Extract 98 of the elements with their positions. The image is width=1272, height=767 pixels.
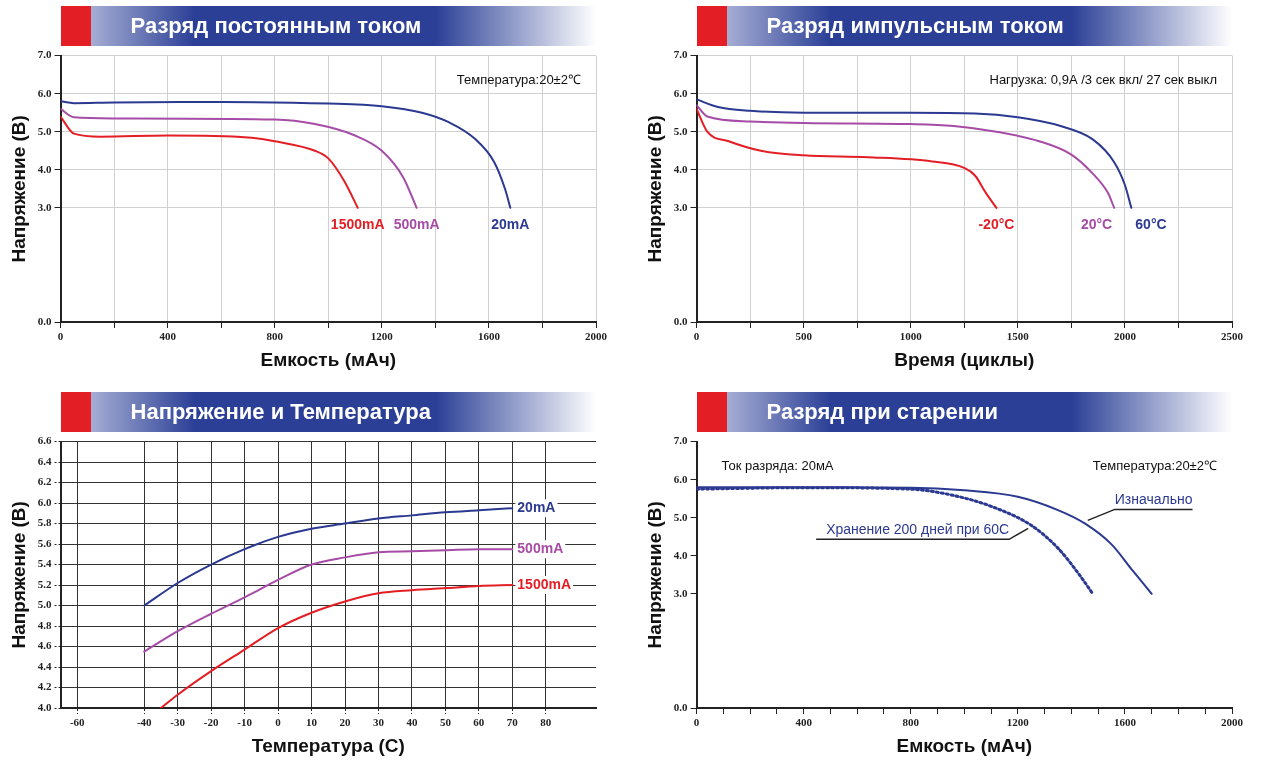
y-tick-label: 4.4: [37, 659, 53, 672]
x-tick-label: 400: [795, 716, 813, 729]
line-series: [143, 548, 514, 653]
y-tick-label: 4.8: [37, 618, 53, 631]
x-tick-label: -20: [203, 716, 219, 729]
y-tick-label: 4.0: [37, 162, 53, 175]
y-tick-label: 7.0: [673, 434, 689, 447]
line-series: [60, 107, 418, 209]
x-tick-label: 800: [902, 716, 920, 729]
y-tick-label: 5.0: [37, 598, 53, 611]
y-tick-label: 4.2: [37, 680, 53, 693]
series-label: 500mA: [393, 215, 440, 232]
x-tick-label: 500: [795, 330, 813, 343]
x-tick-label: 0: [693, 716, 700, 729]
x-tick-label: 0: [275, 716, 282, 729]
y-tick-label: 5.2: [37, 577, 53, 590]
x-tick-label: -60: [69, 716, 86, 729]
x-tick-label: 2500: [1221, 330, 1244, 343]
y-axis-title: Напряжение (В): [7, 115, 29, 263]
series-label: 20°C: [1080, 215, 1113, 232]
annotation: Ток разряда: 20мА: [721, 458, 834, 474]
y-tick-label: 5.8: [37, 516, 53, 529]
x-tick-label: 10: [306, 716, 318, 729]
x-axis-title: Емкость (мАч): [896, 734, 1033, 756]
x-tick-label: 0: [57, 330, 64, 343]
y-tick-label: 6.0: [37, 86, 53, 99]
x-tick-label: 0: [693, 330, 700, 343]
y-tick-label: 3.0: [37, 200, 53, 213]
line-series: [60, 115, 359, 209]
chart-title: Разряд постоянным током: [130, 13, 422, 39]
x-tick-label: 1600: [477, 330, 501, 343]
y-tick-label: 5.0: [673, 510, 689, 523]
series-label: -20°C: [978, 215, 1015, 232]
x-tick-label: 2000: [585, 330, 608, 343]
line-series: [60, 100, 512, 209]
y-tick-label: 0.0: [37, 314, 53, 327]
y-axis-title: Напряжение (В): [7, 501, 29, 649]
x-axis-title: Емкость (мАч): [260, 348, 397, 370]
x-tick-label: 400: [159, 330, 177, 343]
y-tick-label: 5.0: [37, 124, 53, 137]
y-tick-label: 6.0: [37, 495, 53, 508]
y-tick-label: 3.0: [673, 586, 689, 599]
x-tick-label: 1600: [1113, 716, 1137, 729]
y-tick-label: 5.0: [673, 124, 689, 137]
y-tick-label: 5.4: [37, 557, 53, 570]
x-tick-label: -10: [237, 716, 253, 729]
x-tick-label: -40: [136, 716, 153, 729]
y-tick-label: 5.6: [37, 536, 53, 549]
x-tick-label: 1200: [370, 330, 394, 343]
line-series: [696, 107, 998, 209]
y-tick-label: 4.0: [673, 548, 689, 561]
series-label: Хранение 200 дней при 60С: [826, 521, 1010, 538]
annotation: Температура:20±2℃: [456, 72, 581, 88]
x-axis-title: Температура (C): [251, 734, 405, 756]
line-series: [143, 507, 514, 607]
x-tick-label: 1200: [1006, 716, 1030, 729]
series-label: 1500mA: [330, 215, 385, 232]
y-axis-title: Напряжение (В): [643, 115, 665, 263]
y-axis-title: Напряжение (В): [643, 501, 665, 649]
y-tick-label: 7.0: [673, 48, 689, 61]
y-tick-label: 6.0: [673, 472, 689, 485]
text: Изначально: [1114, 491, 1193, 508]
x-tick-label: 1500: [1006, 330, 1030, 343]
annotation: Нагрузка: 0,9А /3 сек вкл/ 27 сек выкл: [989, 72, 1217, 88]
y-tick-label: 0.0: [673, 700, 689, 713]
y-tick-label: 4.6: [37, 639, 53, 652]
y-tick-label: 4.0: [673, 162, 689, 175]
y-tick-label: 6.2: [37, 475, 53, 488]
y-tick-label: 6.4: [37, 454, 53, 467]
x-tick-label: 20: [339, 716, 352, 729]
y-tick-label: 4.0: [37, 700, 53, 713]
x-tick-label: -30: [170, 716, 186, 729]
chart-title: Напряжение и Температура: [130, 399, 431, 425]
y-tick-label: 7.0: [37, 48, 53, 61]
y-tick-label: 6.0: [673, 86, 689, 99]
chart-title: Разряд импульсным током: [766, 13, 1064, 39]
y-tick-label: 0.0: [673, 314, 689, 327]
series-label: 20mA: [491, 215, 530, 232]
x-axis-title: Время (циклы): [894, 348, 1035, 370]
x-tick-label: 2000: [1113, 330, 1137, 343]
x-tick-label: 30: [372, 716, 385, 729]
line-series: [159, 584, 514, 708]
x-tick-label: 70: [506, 716, 519, 729]
annotation: Температура:20±2℃: [1092, 458, 1217, 474]
series-label: 500mA: [517, 540, 564, 557]
x-tick-label: 2000: [1221, 716, 1244, 729]
series-label: 60°C: [1135, 215, 1167, 232]
x-tick-label: 60: [473, 716, 485, 729]
y-tick-label: 3.0: [673, 200, 689, 213]
series-label: 20mA: [517, 499, 556, 516]
x-tick-label: 800: [266, 330, 284, 343]
series-label: 1500mA: [517, 575, 572, 592]
y-tick-label: 6.6: [37, 434, 53, 447]
x-tick-label: 50: [439, 716, 452, 729]
chart-title: Разряд при старении: [766, 399, 999, 425]
x-tick-label: 80: [540, 716, 552, 729]
x-tick-label: 40: [406, 716, 418, 729]
x-tick-label: 1000: [899, 330, 923, 343]
